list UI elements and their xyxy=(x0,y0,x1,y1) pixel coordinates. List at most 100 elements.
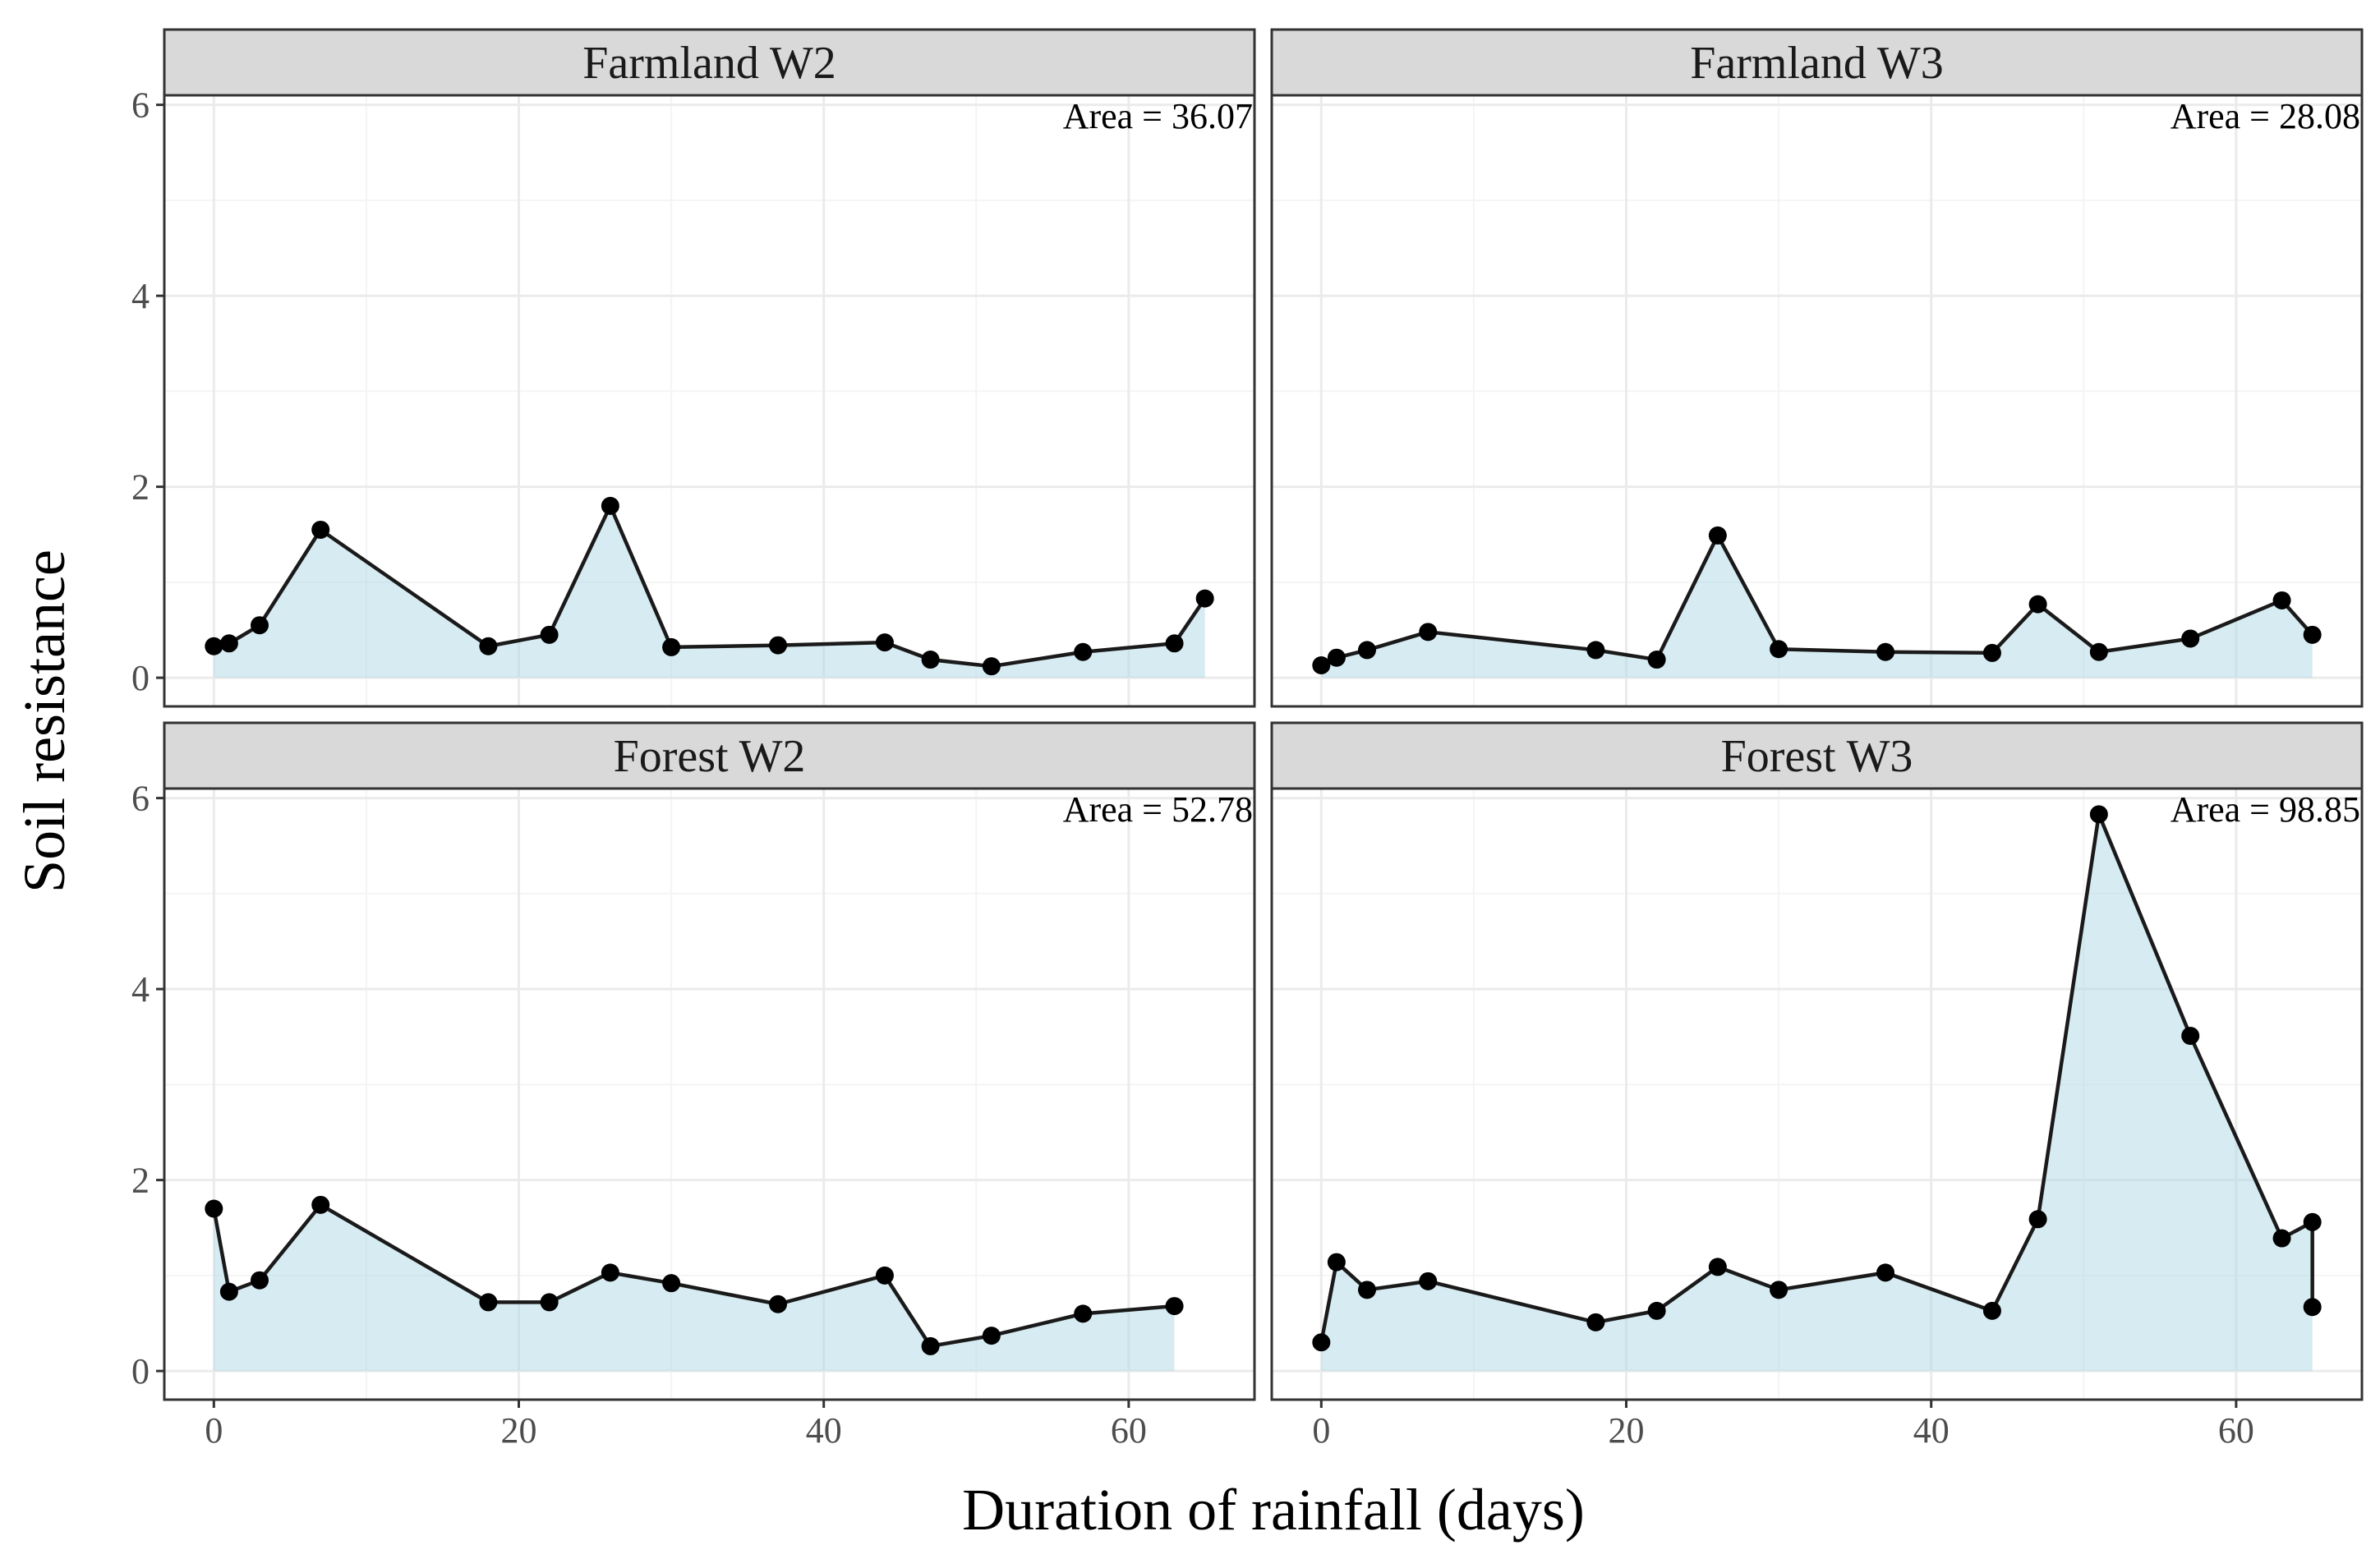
x-tick-label: 0 xyxy=(1312,1410,1330,1451)
series-line xyxy=(1319,812,2314,1343)
y-tick-label: 6 xyxy=(131,779,150,819)
data-point xyxy=(2181,629,2200,648)
facet-title: Forest W3 xyxy=(1721,731,1913,782)
area-fill xyxy=(1321,535,2313,678)
area-annotation: Area = 28.08 xyxy=(2171,96,2360,136)
data-point xyxy=(1708,526,1727,545)
y-tick-label: 4 xyxy=(131,276,150,316)
panel-border xyxy=(1270,94,2364,708)
data-point xyxy=(1876,1263,1895,1282)
area-annotation: Area = 36.07 xyxy=(1063,96,1253,136)
data-point xyxy=(540,1293,559,1312)
data-point xyxy=(311,520,330,539)
data-point xyxy=(662,637,681,656)
x-axis-title: Duration of rainfall (days) xyxy=(962,1477,1585,1543)
area-annotation: Area = 98.85 xyxy=(2171,789,2360,830)
data-point xyxy=(982,1327,1001,1345)
data-point xyxy=(250,1271,269,1290)
data-point xyxy=(1876,642,1895,661)
data-point xyxy=(601,496,619,515)
facet-strip xyxy=(163,721,1256,790)
facet-title: Forest W2 xyxy=(614,731,806,782)
facet-strip xyxy=(163,28,1256,97)
data-point xyxy=(479,1293,498,1312)
x-tick-label: 40 xyxy=(806,1410,842,1451)
x-tick-label: 20 xyxy=(501,1410,537,1451)
data-point xyxy=(662,1274,681,1293)
area-fill xyxy=(1321,814,2313,1372)
y-tick-label: 0 xyxy=(131,1351,150,1391)
data-point xyxy=(2181,1027,2200,1046)
data-point xyxy=(1419,1272,1438,1290)
x-tick-label: 60 xyxy=(2218,1410,2254,1451)
data-point xyxy=(1165,1297,1184,1316)
data-point xyxy=(2089,805,2108,824)
data-point xyxy=(2028,1210,2047,1229)
data-point xyxy=(2028,595,2047,614)
data-point xyxy=(250,616,269,635)
data-point xyxy=(875,1266,894,1285)
panel-border xyxy=(163,787,1256,1401)
data-point xyxy=(1647,1301,1666,1320)
data-point xyxy=(2272,591,2291,609)
data-point xyxy=(1074,1304,1093,1323)
series-line xyxy=(212,1203,1175,1349)
area-fill xyxy=(214,505,1205,678)
data-point xyxy=(1586,1313,1605,1331)
data-point xyxy=(311,1195,330,1214)
data-point xyxy=(769,636,788,655)
y-axis-title: Soil resistance xyxy=(12,550,77,893)
data-point xyxy=(1312,656,1331,675)
facet-strip xyxy=(1270,721,2364,790)
data-point xyxy=(921,1336,940,1355)
facet-panel: Forest W3 Area = 98.85 0 20 40 60 xyxy=(1270,721,2364,1451)
data-point xyxy=(540,625,559,644)
data-point xyxy=(479,637,498,655)
data-point xyxy=(1357,641,1376,660)
area-annotation: Area = 52.78 xyxy=(1063,789,1253,830)
panel-border xyxy=(163,94,1256,708)
x-tick-label: 40 xyxy=(1913,1410,1950,1451)
data-point xyxy=(205,637,223,655)
data-point xyxy=(1982,643,2001,662)
data-point xyxy=(1165,634,1184,653)
data-point xyxy=(1770,1281,1788,1299)
data-point xyxy=(2303,1212,2322,1231)
data-point xyxy=(921,651,940,669)
data-point xyxy=(1312,1333,1331,1352)
data-point xyxy=(1327,1253,1346,1272)
data-point xyxy=(1770,640,1788,659)
data-point xyxy=(875,633,894,652)
x-tick-label: 20 xyxy=(1609,1410,1645,1451)
data-point xyxy=(2303,625,2322,644)
data-point xyxy=(1586,641,1605,660)
data-point xyxy=(1647,651,1666,669)
data-point xyxy=(769,1295,788,1313)
data-point xyxy=(219,1282,238,1301)
data-point xyxy=(1982,1301,2001,1320)
data-point xyxy=(1195,589,1214,608)
facet-panel: Farmland W2 Area = 36.07 0 2 4 6 xyxy=(131,28,1256,708)
y-tick-label: 6 xyxy=(131,85,150,126)
data-point xyxy=(219,634,238,653)
data-point xyxy=(1357,1281,1376,1299)
x-tick-label: 60 xyxy=(1111,1410,1147,1451)
facet-title: Farmland W3 xyxy=(1690,38,1943,89)
data-point xyxy=(1708,1258,1727,1276)
y-tick-label: 0 xyxy=(131,658,150,698)
data-point xyxy=(2272,1229,2291,1248)
data-point xyxy=(1327,648,1346,667)
panel-border xyxy=(1270,787,2364,1401)
data-point xyxy=(2089,642,2108,661)
data-point xyxy=(205,1199,223,1218)
data-point xyxy=(1419,623,1438,642)
data-point xyxy=(1074,642,1093,661)
y-tick-label: 4 xyxy=(131,969,150,1009)
facet-panel: Farmland W3 Area = 28.08 xyxy=(1270,28,2364,708)
x-tick-label: 0 xyxy=(205,1410,223,1451)
data-point xyxy=(2303,1298,2322,1317)
y-tick-label: 2 xyxy=(131,1161,150,1201)
